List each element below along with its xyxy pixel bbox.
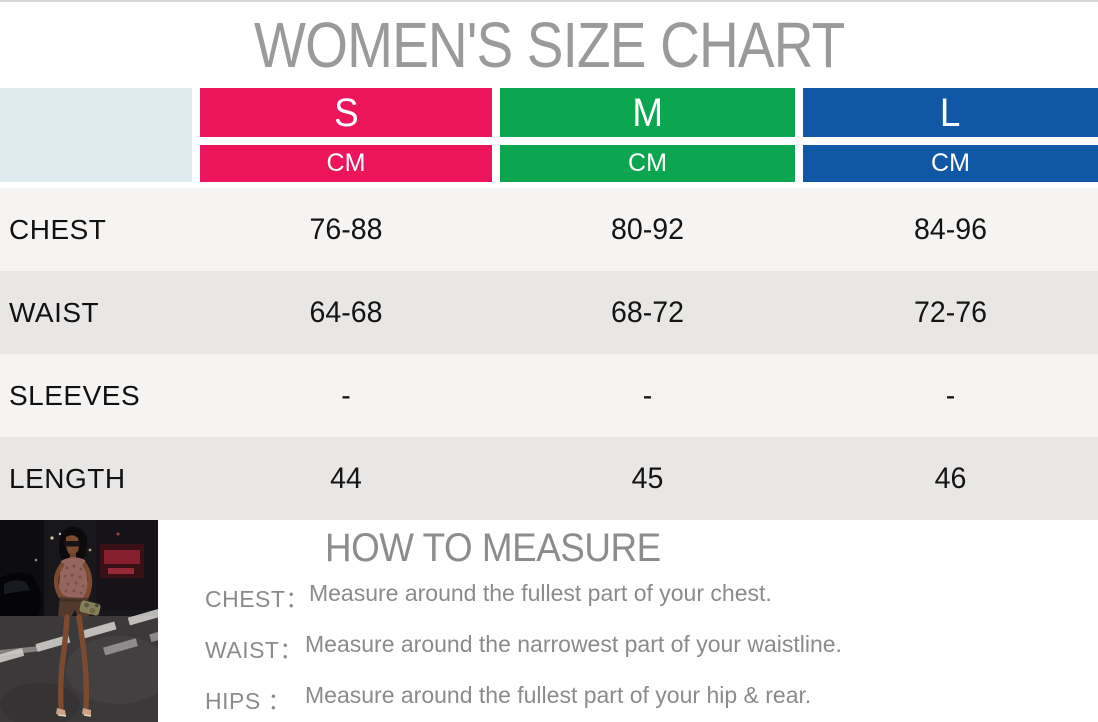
length-value-l: 46 (934, 461, 967, 495)
unit-cell-s: CM (200, 145, 492, 182)
table-row-length: LENGTH 44 45 46 (0, 437, 1098, 520)
sleeves-value-s: - (341, 378, 351, 412)
title-block: WOMEN'S SIZE CHART (0, 2, 1098, 88)
waist-value-m: 68-72 (611, 295, 684, 329)
header-spacer (0, 182, 1098, 188)
table-row-waist: WAIST 64-68 68-72 72-76 (0, 271, 1098, 354)
how-to-measure-title: HOW TO MEASURE (325, 526, 661, 570)
waist-value-s: 64-68 (309, 295, 383, 329)
size-header-m: M (500, 88, 795, 137)
measure-label-hips: HIPS ： (205, 688, 292, 714)
size-table-body: CHEST 76-88 80-92 84-96 WAIST 64-68 68-7… (0, 188, 1098, 520)
sleeves-value-l: - (945, 378, 956, 412)
measure-item-hips: HIPS ： Measure around the fullest part o… (205, 682, 811, 716)
unit-cell-m: CM (500, 145, 795, 182)
model-photo (0, 520, 158, 722)
measure-item-chest: CHEST： Measure around the fullest part o… (205, 580, 772, 614)
size-header-l: L (803, 88, 1098, 137)
measure-item-waist: WAIST： Measure around the narrowest part… (205, 631, 842, 665)
chest-value-s: 76-88 (309, 212, 383, 246)
row-label-waist: WAIST (9, 296, 100, 328)
size-header-l-label: L (940, 90, 961, 135)
page-title: WOMEN'S SIZE CHART (253, 9, 845, 81)
row-label-chest: CHEST (9, 213, 107, 245)
corner-cell (0, 88, 192, 182)
length-value-s: 44 (330, 461, 362, 495)
waist-value-l: 72-76 (914, 295, 987, 329)
woman-silhouette (53, 526, 101, 717)
measure-text-hips: Measure around the fullest part of your … (305, 682, 812, 708)
length-value-m: 45 (631, 461, 664, 495)
chest-value-m: 80-92 (611, 212, 684, 246)
measure-label-chest: CHEST： (205, 586, 309, 612)
size-header-m-label: M (632, 90, 663, 135)
chest-value-l: 84-96 (914, 212, 987, 246)
model-photo-image (0, 520, 158, 722)
measure-text-waist: Measure around the narrowest part of you… (305, 631, 842, 657)
measure-text-chest: Measure around the fullest part of your … (308, 580, 772, 606)
row-label-sleeves: SLEEVES (9, 379, 141, 411)
unit-cell-l: CM (803, 145, 1098, 182)
size-header-row: S M L CM CM CM (0, 88, 1098, 182)
sleeves-value-m: - (642, 378, 653, 412)
how-to-measure-section: HOW TO MEASURE CHEST： Measure around the… (0, 520, 1098, 722)
table-row-chest: CHEST 76-88 80-92 84-96 (0, 188, 1098, 271)
table-row-sleeves: SLEEVES - - - (0, 354, 1098, 437)
size-header-s: S (200, 88, 492, 137)
size-header-s-label: S (333, 90, 359, 135)
row-label-length: LENGTH (9, 462, 126, 494)
measure-label-waist: WAIST： (205, 637, 303, 663)
